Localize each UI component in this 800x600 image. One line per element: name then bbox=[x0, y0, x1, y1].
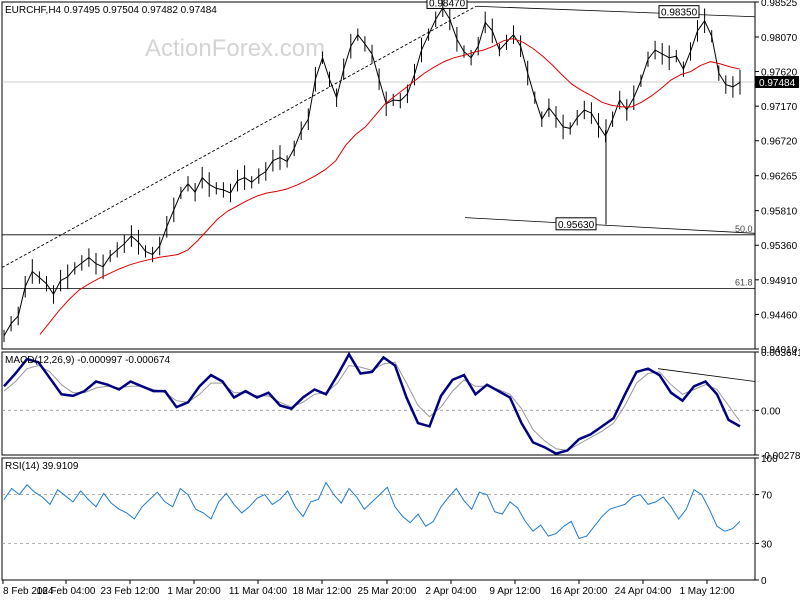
peak-label-2: 0.98350 bbox=[661, 8, 698, 19]
xtick-label: 25 Mar 20:00 bbox=[358, 586, 417, 597]
macd-series bbox=[3, 351, 741, 455]
rsi-ytick-label: 100 bbox=[761, 454, 778, 465]
text-layer: 0.98525 0.98070 0.97620 0.97170 0.96720 0.962… bbox=[3, 0, 800, 597]
macd-ytick-label: -0.002788 bbox=[761, 451, 800, 462]
macd-frame bbox=[1, 351, 756, 456]
low-label: 0.95630 bbox=[558, 220, 595, 231]
xtick-label: 9 Apr 12:00 bbox=[489, 586, 541, 597]
fib-61.8-label: 61.8 bbox=[735, 278, 753, 288]
upper-channel-line bbox=[475, 5, 756, 18]
macd-ytick-label: 0.003641 bbox=[761, 348, 800, 359]
xtick-label: 8 Feb 2024 bbox=[3, 586, 54, 597]
price-ytick-label: 0.95810 bbox=[761, 207, 798, 218]
low-label-box bbox=[555, 217, 597, 231]
xtick-label: 1 May 12:00 bbox=[679, 586, 734, 597]
rsi-ytick-label: 70 bbox=[761, 491, 773, 502]
rsi-ytick-label: 0 bbox=[761, 576, 767, 587]
rsi-header: RSI(14) 39.9109 bbox=[5, 461, 79, 472]
watermark: ActionForex.com bbox=[145, 35, 325, 62]
macd-ytick-label: 0.00 bbox=[761, 406, 781, 417]
xtick-label: 16 Apr 20:00 bbox=[551, 586, 608, 597]
price-ytick-label: 0.98525 bbox=[761, 0, 798, 9]
peak-label-2-box bbox=[658, 5, 700, 19]
price-frame bbox=[1, 1, 756, 350]
price-ytick-label: 0.94460 bbox=[761, 310, 798, 321]
dashed-trendline bbox=[1, 5, 477, 268]
xtick-label: 11 Mar 04:00 bbox=[229, 586, 288, 597]
fib-50-label: 50.0 bbox=[735, 224, 753, 234]
macd-signal-series bbox=[3, 361, 741, 451]
rsi-ytick-label: 30 bbox=[761, 539, 773, 550]
price-ytick-label: 0.96720 bbox=[761, 137, 798, 148]
xtick-label: 2 Apr 04:00 bbox=[425, 586, 477, 597]
xtick-label: 16 Feb 04:00 bbox=[37, 586, 96, 597]
current-price-label: 0.97484 bbox=[759, 78, 796, 89]
current-price-tag bbox=[755, 76, 799, 89]
rsi-frame bbox=[1, 457, 756, 581]
annotations bbox=[1, 0, 799, 382]
panel-frames bbox=[1, 1, 756, 581]
price-header: EURCHF,H4 0.97495 0.97504 0.97482 0.9748… bbox=[5, 5, 217, 16]
macd-trendline bbox=[657, 368, 756, 382]
price-ytick-label: 0.95360 bbox=[761, 241, 798, 252]
grid-lines bbox=[2, 1, 759, 584]
peak-label-1-box bbox=[426, 0, 468, 9]
price-ytick-label: 0.94010 bbox=[761, 345, 798, 356]
price-ytick-label: 0.97620 bbox=[761, 68, 798, 79]
price-ytick-label: 0.97170 bbox=[761, 102, 798, 113]
price-ytick-label: 0.98070 bbox=[761, 33, 798, 44]
lower-channel-line bbox=[464, 217, 756, 234]
xtick-label: 1 Mar 20:00 bbox=[167, 586, 221, 597]
xtick-label: 23 Feb 12:00 bbox=[101, 586, 160, 597]
rsi-series bbox=[3, 481, 741, 540]
xtick-label: 24 Apr 04:00 bbox=[615, 586, 672, 597]
peak-label-1: 0.98470 bbox=[429, 0, 466, 9]
price-ytick-label: 0.96265 bbox=[761, 172, 798, 183]
ma-series bbox=[39, 37, 741, 335]
xtick-label: 18 Mar 12:00 bbox=[293, 586, 352, 597]
macd-header: MACD(12,26,9) -0.000997 -0.000674 bbox=[5, 355, 171, 366]
price-ytick-label: 0.94910 bbox=[761, 276, 798, 287]
series-layer bbox=[3, 0, 741, 540]
